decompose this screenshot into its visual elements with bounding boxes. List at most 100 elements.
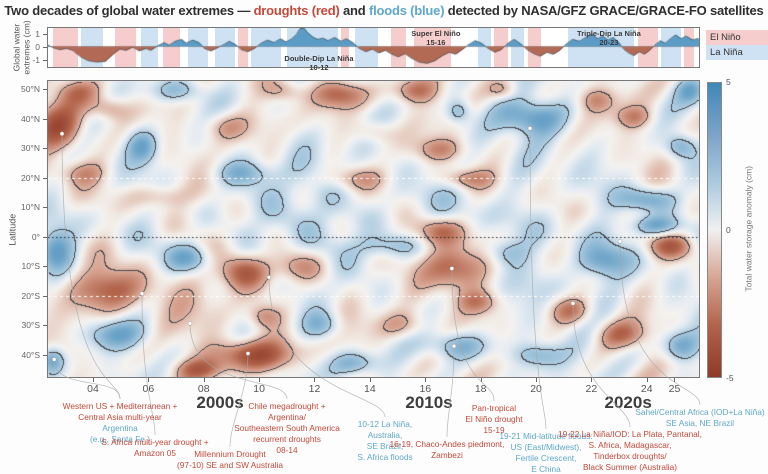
latitude-tick: 40°N <box>21 113 40 124</box>
event-annotation: Chile megadrought + Argentina/Southeaster… <box>234 401 340 456</box>
tick-mark <box>43 89 47 91</box>
tick-mark <box>43 266 47 268</box>
latitude-tick: 20°N <box>21 172 40 183</box>
timeseries-ytick: -1 <box>32 54 40 65</box>
event-annotation: Western US + Mediterranean + Central Asia… <box>63 401 178 445</box>
event-annotation: S. Africa multi-year drought + Amazon 05 <box>101 437 208 459</box>
tick-mark <box>43 177 47 179</box>
event-annotation-line: S. Africa floods <box>357 452 413 462</box>
legend-el-nino: El Niño <box>706 30 768 45</box>
title-segment: floods (blue) <box>368 3 445 18</box>
event-annotation-line: Argentina/ <box>268 412 306 422</box>
colorbar-tick: 5 <box>726 77 731 87</box>
legend-la-nina: La Niña <box>706 45 768 60</box>
hovmoller-panel <box>47 80 700 378</box>
tick-mark <box>591 378 593 382</box>
colorbar <box>707 82 722 378</box>
tick-mark <box>43 236 47 238</box>
tick-mark <box>43 59 47 61</box>
decade-label: 2010s <box>405 393 453 412</box>
enso-event-label: 10-12 <box>309 63 329 72</box>
tick-mark <box>43 325 47 327</box>
year-tick: 25 <box>668 383 681 395</box>
event-annotation: Millennium Drought (97-10) SE and SW Aust… <box>177 449 283 471</box>
event-annotation-line: SE Asia, NE Brazil <box>665 418 735 428</box>
colorbar-tick: -5 <box>726 373 734 383</box>
event-annotation-line: SE Brazil, <box>366 441 404 451</box>
tick-mark <box>425 378 427 382</box>
tick-mark <box>369 378 371 382</box>
event-annotation-line: S. Africa multi-year drought + <box>101 437 209 447</box>
enso-event-label: Double-Dip La Niña <box>284 54 354 63</box>
latitude-tick: 10°N <box>21 202 40 213</box>
latitude-tick: 10°S <box>21 261 40 272</box>
tick-mark <box>43 207 47 209</box>
title-segment: droughts (red) <box>253 3 340 18</box>
enso-event-annotation: Triple-Dip La Niña 20-23 <box>577 29 641 47</box>
event-annotation-line: 10-12 La Niña, <box>357 419 413 429</box>
event-annotation-line: Southeastern South America <box>234 423 340 433</box>
tick-mark <box>480 378 482 382</box>
year-tick: 06 <box>142 383 155 395</box>
title-segment: detected by NASA/GFZ GRACE/GRACE-FO sate… <box>444 3 764 18</box>
event-annotation-line: 19-21 Mid-latitude floods: <box>499 431 593 441</box>
event-annotation-line: El Niño drought <box>465 414 523 424</box>
latitude-tick: 30°N <box>21 143 40 154</box>
event-annotation-line: Argentina <box>102 423 138 433</box>
event-annotation-line: 15-19 <box>483 425 505 435</box>
event-annotation-line: Millennium Drought <box>194 449 266 459</box>
event-annotation-line: S. Africa, Madagascar, <box>588 440 672 450</box>
event-annotation: 19-22 La Niña/IOD: La Plata, Pantanal, S.… <box>558 429 702 473</box>
tick-mark <box>43 354 47 356</box>
tick-mark <box>43 148 47 150</box>
latitude-tick: 20°S <box>21 290 40 301</box>
enso-event-annotation: Super El Niño 15-16 <box>411 29 460 47</box>
year-tick: 20 <box>530 383 542 395</box>
event-annotation-line: Amazon 05 <box>134 448 176 458</box>
timeseries-ytick: 1 <box>35 28 40 39</box>
event-annotation-line: Australia, <box>367 430 403 440</box>
year-tick: 16 <box>419 383 432 395</box>
year-tick: 12 <box>308 383 321 395</box>
timeseries-ytick: 0 <box>35 41 40 52</box>
event-annotation: 19-21 Mid-latitude floods: US (East/Midwe… <box>499 431 592 474</box>
event-annotation-line: Western US + Mediterranean + <box>62 401 178 411</box>
event-annotation-line: Fertile Crescent, <box>515 453 577 463</box>
enso-event-annotation: Double-Dip La Niña 10-12 <box>284 54 353 72</box>
tick-mark <box>148 378 150 382</box>
event-annotation-line: Sahel/Central Africa (IOD+La Niña) <box>635 407 765 417</box>
event-annotation-line: Central Asia multi-year <box>78 412 162 422</box>
event-annotation-line: Black Summer (Australia) <box>582 462 678 472</box>
title-segment: Two decades of global water extremes — <box>4 3 254 18</box>
colorbar-tick: 0 <box>726 225 731 235</box>
event-annotation-line: Chile megadrought + <box>248 401 326 411</box>
latitude-tick: 30°S <box>21 320 40 331</box>
latitude-tick: 0° <box>31 231 40 242</box>
event-annotation-line: Zambezi <box>431 450 463 460</box>
event-annotation-line: E China <box>531 464 561 474</box>
enso-event-label: Triple-Dip La Niña <box>577 29 641 38</box>
year-tick: 22 <box>585 383 598 395</box>
event-annotation-line: (e.g., Santa Fe ) <box>90 434 150 444</box>
enso-event-label: 15-16 <box>426 38 446 47</box>
event-annotation: 10-12 La Niña, Australia, SE Brazil, S. Afr… <box>357 419 412 463</box>
event-annotation-line: Tinderbox droughts/ <box>593 451 667 461</box>
event-annotation-line: Pan-tropical <box>471 403 517 413</box>
event-annotation-line: 19-22 La Niña/IOD: La Plata, Pantanal, <box>558 429 702 439</box>
figure-title: Two decades of global water extremes — d… <box>0 3 768 18</box>
latitude-tick: 50°N <box>21 84 40 95</box>
year-tick: 14 <box>363 383 376 395</box>
timeseries-canvas <box>48 28 699 67</box>
event-annotation-line: US (East/Midwest), <box>510 442 582 452</box>
enso-timeseries-panel: Double-Dip La Niña 10-12 Super El Niño 15-1… <box>47 27 700 72</box>
tick-mark <box>314 378 316 382</box>
event-annotation: Sahel/Central Africa (IOD+La Niña) SE Asi… <box>635 407 764 429</box>
event-annotation-line: 16-19, Chaco-Andes piedmont, <box>389 439 505 449</box>
event-annotation-line: 08-14 <box>276 445 298 455</box>
event-annotation-line: (97-10) SE and SW Australia <box>176 460 284 470</box>
tick-mark <box>536 378 538 382</box>
year-tick: 04 <box>87 383 99 395</box>
tick-mark <box>92 378 94 382</box>
tick-mark <box>43 33 47 35</box>
title-segment: and <box>339 3 369 18</box>
